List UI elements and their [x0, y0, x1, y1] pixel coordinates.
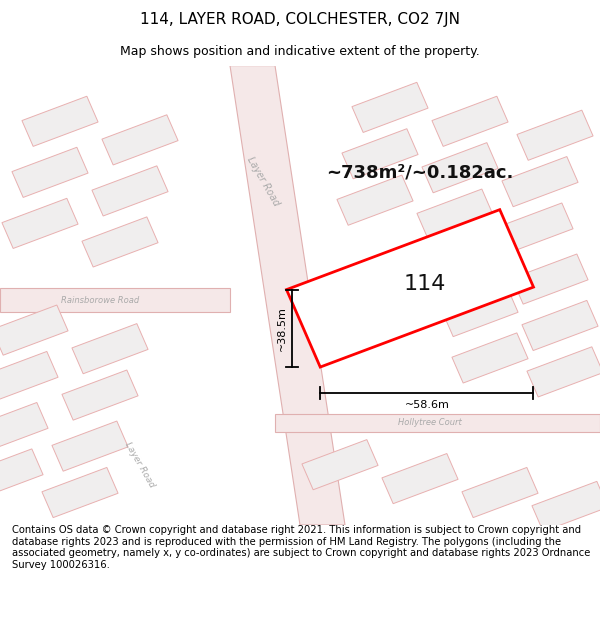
Polygon shape	[302, 439, 378, 490]
Polygon shape	[22, 96, 98, 146]
Polygon shape	[512, 254, 588, 304]
Text: Rainsborowe Road: Rainsborowe Road	[61, 296, 139, 305]
Polygon shape	[497, 203, 573, 253]
Polygon shape	[432, 240, 508, 290]
Polygon shape	[382, 454, 458, 504]
Polygon shape	[527, 347, 600, 397]
Text: ~738m²/~0.182ac.: ~738m²/~0.182ac.	[326, 163, 514, 181]
Polygon shape	[2, 198, 78, 249]
Polygon shape	[0, 402, 48, 452]
Polygon shape	[72, 324, 148, 374]
Text: Layer Road: Layer Road	[124, 441, 157, 489]
Polygon shape	[0, 351, 58, 402]
Polygon shape	[52, 421, 128, 471]
Polygon shape	[452, 333, 528, 383]
Text: Map shows position and indicative extent of the property.: Map shows position and indicative extent…	[120, 45, 480, 58]
Polygon shape	[0, 288, 230, 311]
Polygon shape	[0, 305, 68, 355]
Polygon shape	[82, 217, 158, 267]
Polygon shape	[432, 96, 508, 146]
Polygon shape	[502, 156, 578, 207]
Text: 114: 114	[404, 274, 446, 294]
Text: Hollytree Court: Hollytree Court	[398, 418, 462, 428]
Polygon shape	[62, 370, 138, 420]
Polygon shape	[92, 166, 168, 216]
Polygon shape	[102, 115, 178, 165]
Polygon shape	[417, 189, 493, 239]
Polygon shape	[422, 142, 498, 192]
Polygon shape	[12, 148, 88, 198]
Polygon shape	[352, 82, 428, 132]
Polygon shape	[230, 66, 345, 525]
Polygon shape	[337, 175, 413, 225]
Polygon shape	[532, 481, 600, 531]
Text: Layer Road: Layer Road	[245, 155, 281, 208]
Polygon shape	[522, 301, 598, 351]
Polygon shape	[442, 286, 518, 337]
Text: ~58.6m: ~58.6m	[404, 401, 449, 411]
Text: ~38.5m: ~38.5m	[277, 306, 287, 351]
Polygon shape	[517, 110, 593, 160]
Text: 114, LAYER ROAD, COLCHESTER, CO2 7JN: 114, LAYER ROAD, COLCHESTER, CO2 7JN	[140, 12, 460, 27]
Polygon shape	[342, 129, 418, 179]
Polygon shape	[462, 468, 538, 518]
Polygon shape	[287, 209, 533, 367]
Polygon shape	[275, 414, 600, 432]
Polygon shape	[0, 449, 43, 499]
Polygon shape	[42, 468, 118, 518]
Text: Contains OS data © Crown copyright and database right 2021. This information is : Contains OS data © Crown copyright and d…	[12, 525, 590, 570]
